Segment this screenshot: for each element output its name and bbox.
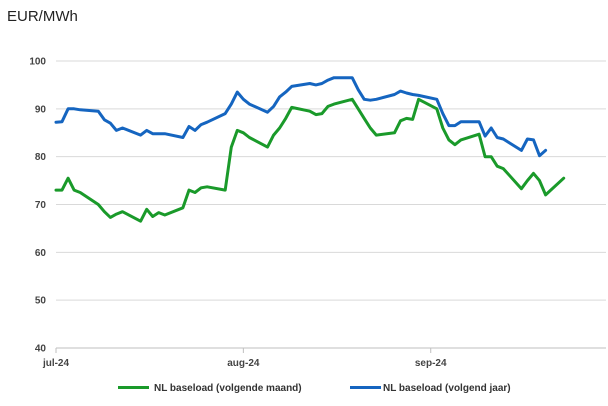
- legend-label-2: NL baseload (volgend jaar): [383, 383, 511, 394]
- y-tick-label: 40: [35, 344, 47, 355]
- x-tick-label: aug-24: [227, 358, 260, 369]
- x-tick-label: sep-24: [415, 358, 447, 369]
- y-tick-label: 60: [35, 248, 47, 259]
- y-tick-label: 80: [35, 152, 47, 163]
- y-tick-label: 70: [35, 200, 47, 211]
- y-tick-label: 90: [35, 104, 47, 115]
- y-tick-label: 100: [29, 57, 46, 68]
- unit-label: EUR/MWh: [7, 8, 78, 25]
- legend-label-1: NL baseload (volgende maand): [154, 383, 302, 394]
- x-tick-label: jul-24: [42, 358, 70, 369]
- y-tick-label: 50: [35, 296, 47, 307]
- series-line-1: [54, 97, 566, 223]
- series-line-2: [54, 76, 548, 158]
